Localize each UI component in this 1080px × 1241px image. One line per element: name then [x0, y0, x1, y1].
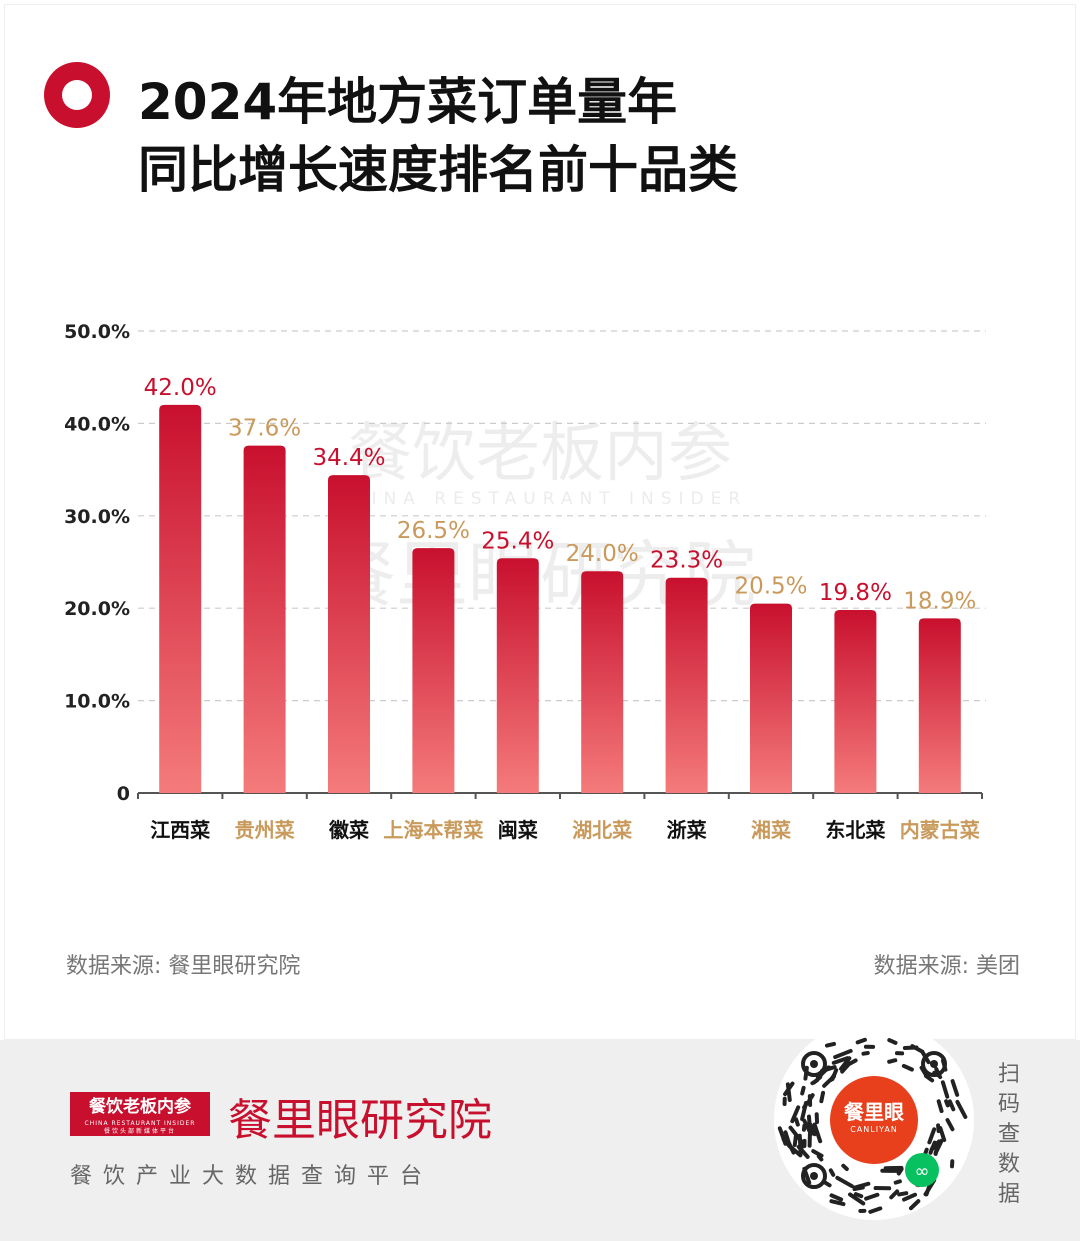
bar — [496, 558, 539, 793]
bar — [581, 571, 624, 793]
y-tick-label: 0 — [117, 783, 130, 805]
svg-text:∞: ∞ — [915, 1161, 930, 1182]
data-label: 20.5% — [734, 574, 807, 600]
category-label: 东北菜 — [825, 818, 885, 842]
category-label: 江西菜 — [150, 818, 210, 842]
bar — [918, 618, 961, 793]
bar — [159, 404, 202, 793]
watermark-line-2: CHINA RESTAURANT INSIDER — [333, 489, 747, 509]
source-right: 数据来源: 美团 — [873, 954, 1020, 979]
page-title: 2024年地方菜订单量年 同比增长速度排名前十品类 — [138, 68, 998, 204]
brand-name: 餐里眼研究院 — [228, 1095, 492, 1146]
bar — [834, 610, 877, 793]
scan-char: 据 — [997, 1182, 1020, 1207]
data-label: 18.9% — [903, 588, 976, 614]
brand-logo-cn: 餐饮老板内参 — [89, 1097, 191, 1117]
bar — [243, 445, 286, 793]
y-tick-label: 20.0% — [64, 598, 130, 620]
data-label: 25.4% — [481, 528, 554, 554]
data-label: 19.8% — [819, 580, 892, 606]
y-tick-label: 30.0% — [64, 506, 130, 528]
category-label: 闽菜 — [498, 818, 538, 842]
qr-center-cn: 餐里眼 — [844, 1100, 904, 1124]
qr-center-logo: 餐里眼 CANLIYAN — [830, 1076, 918, 1164]
bar — [328, 475, 370, 793]
scan-char: 查 — [997, 1122, 1020, 1147]
scan-char: 扫 — [997, 1062, 1020, 1087]
brand-logo-en: CHINA RESTAURANT INSIDER — [84, 1120, 196, 1127]
data-label: 24.0% — [566, 541, 639, 567]
qr-center-en: CANLIYAN — [850, 1125, 898, 1134]
qr-code[interactable]: ∞ 餐里眼 CANLIYAN — [774, 1020, 974, 1220]
category-label: 湘菜 — [751, 818, 791, 842]
category-label: 贵州菜 — [235, 818, 295, 842]
data-label: 23.3% — [650, 548, 723, 574]
tagline: 餐饮产业大数据查询平台 — [70, 1164, 434, 1189]
y-tick-label: 50.0% — [64, 321, 130, 343]
title-line-2: 同比增长速度排名前十品类 — [138, 141, 738, 199]
scan-char: 数 — [997, 1152, 1020, 1177]
source-left: 数据来源: 餐里眼研究院 — [66, 954, 301, 979]
data-label: 34.4% — [312, 445, 385, 471]
category-label: 内蒙古菜 — [900, 818, 980, 842]
scan-char: 码 — [997, 1092, 1020, 1117]
data-label: 26.5% — [397, 518, 470, 544]
title-circle-icon — [44, 62, 110, 128]
category-label: 徽菜 — [328, 818, 369, 842]
bar — [412, 548, 455, 793]
bar — [750, 603, 792, 793]
bar — [665, 577, 708, 793]
title-line-1: 2024年地方菜订单量年 — [138, 73, 678, 131]
category-label: 浙菜 — [667, 818, 707, 842]
brand-logo: 餐饮老板内参 CHINA RESTAURANT INSIDER 餐饮头部新媒体平… — [70, 1092, 210, 1136]
brand-logo-sub: 餐饮头部新媒体平台 — [103, 1128, 176, 1135]
qr-pattern-icon: ∞ — [777, 1037, 968, 1214]
data-label: 42.0% — [144, 375, 217, 401]
watermark-line-1: 餐饮老板内参 — [348, 417, 732, 491]
category-label: 上海本帮菜 — [383, 818, 483, 842]
y-tick-label: 10.0% — [64, 691, 130, 713]
category-label: 湖北菜 — [572, 818, 632, 842]
y-tick-label: 40.0% — [64, 413, 130, 435]
data-label: 37.6% — [228, 416, 301, 442]
footer: 餐饮老板内参 CHINA RESTAURANT INSIDER 餐饮头部新媒体平… — [0, 1020, 1080, 1241]
scan-hint: 扫 码 查 数 据 — [994, 1060, 1024, 1210]
